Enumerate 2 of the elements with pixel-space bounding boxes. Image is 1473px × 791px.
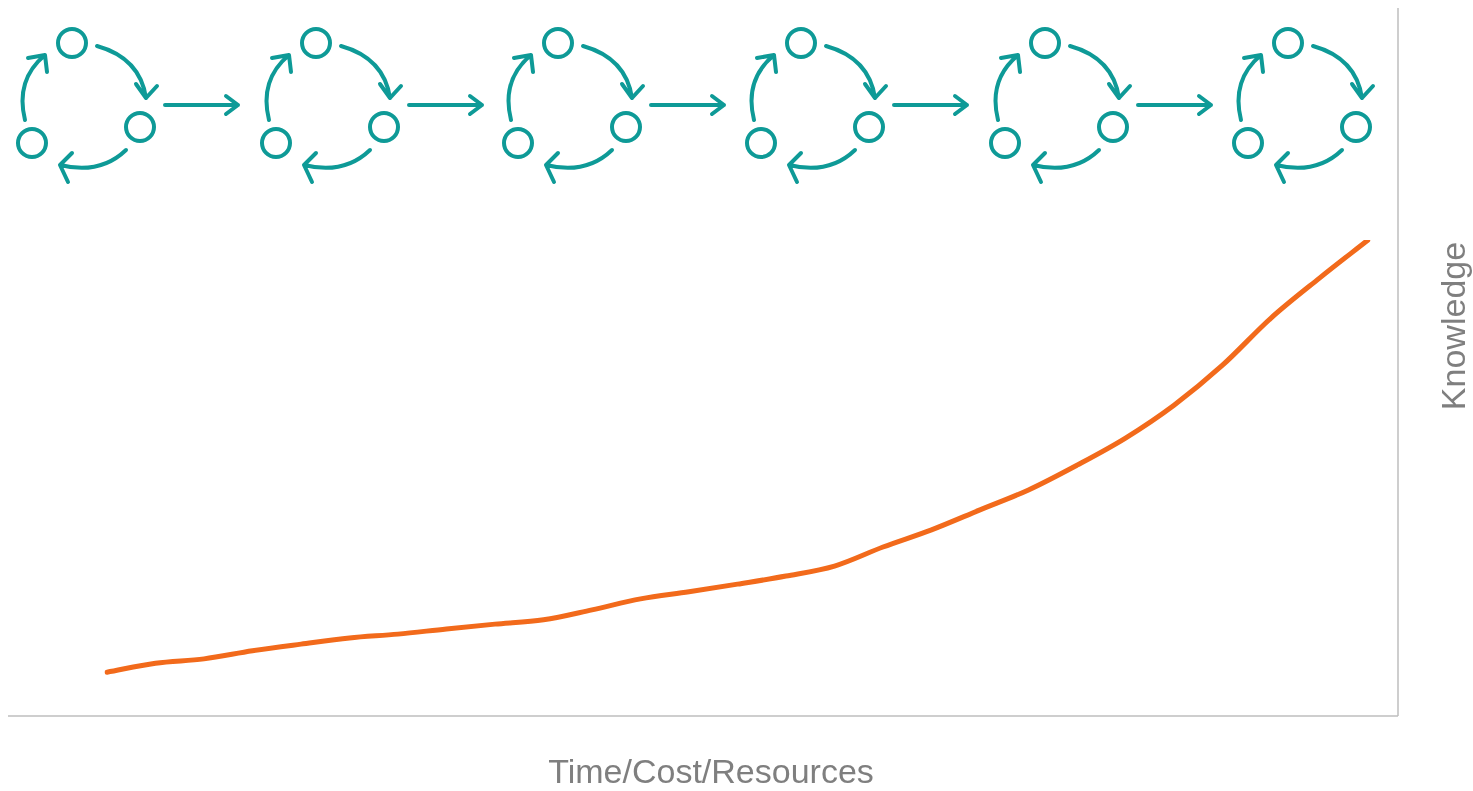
y-axis-title: Knowledge	[1433, 241, 1473, 411]
x-axis-title: Time/Cost/Resources	[547, 752, 875, 791]
